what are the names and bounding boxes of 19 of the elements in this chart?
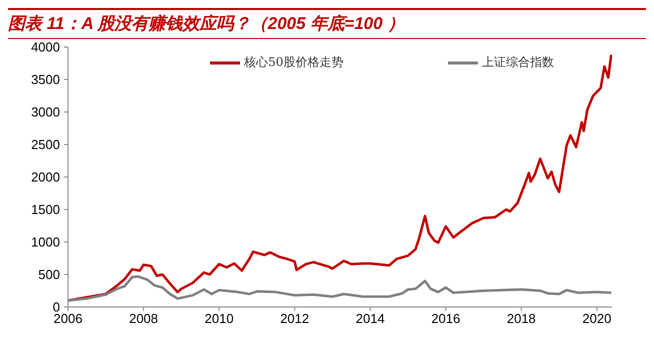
- y-tick-label: 500: [38, 267, 60, 282]
- y-tick-label: 1000: [31, 234, 60, 250]
- y-tick-label: 1500: [31, 202, 60, 218]
- x-tick-label: 2008: [129, 311, 158, 326]
- y-tick-label: 2000: [31, 170, 60, 185]
- x-tick-label: 2020: [582, 311, 612, 326]
- x-tick-label: 2012: [280, 311, 310, 326]
- line-series: [68, 54, 612, 302]
- y-tick-label: 4000: [31, 40, 60, 55]
- x-tick-label: 2014: [356, 311, 385, 326]
- legend-label: 核心50股价格走势: [244, 54, 344, 71]
- y-tick-label: 3000: [31, 104, 60, 120]
- y-tick-label: 2500: [31, 137, 60, 152]
- x-tick-label: 2010: [204, 311, 234, 326]
- y-tick-label: 3500: [31, 72, 60, 88]
- x-tick-label: 2018: [506, 311, 536, 326]
- legend-label: 上证综合指数: [482, 54, 554, 71]
- x-tick-label: 2016: [431, 311, 460, 326]
- chart-title: 图表 11：A 股没有赚钱效应吗？（2005 年底=100 ）: [8, 14, 404, 33]
